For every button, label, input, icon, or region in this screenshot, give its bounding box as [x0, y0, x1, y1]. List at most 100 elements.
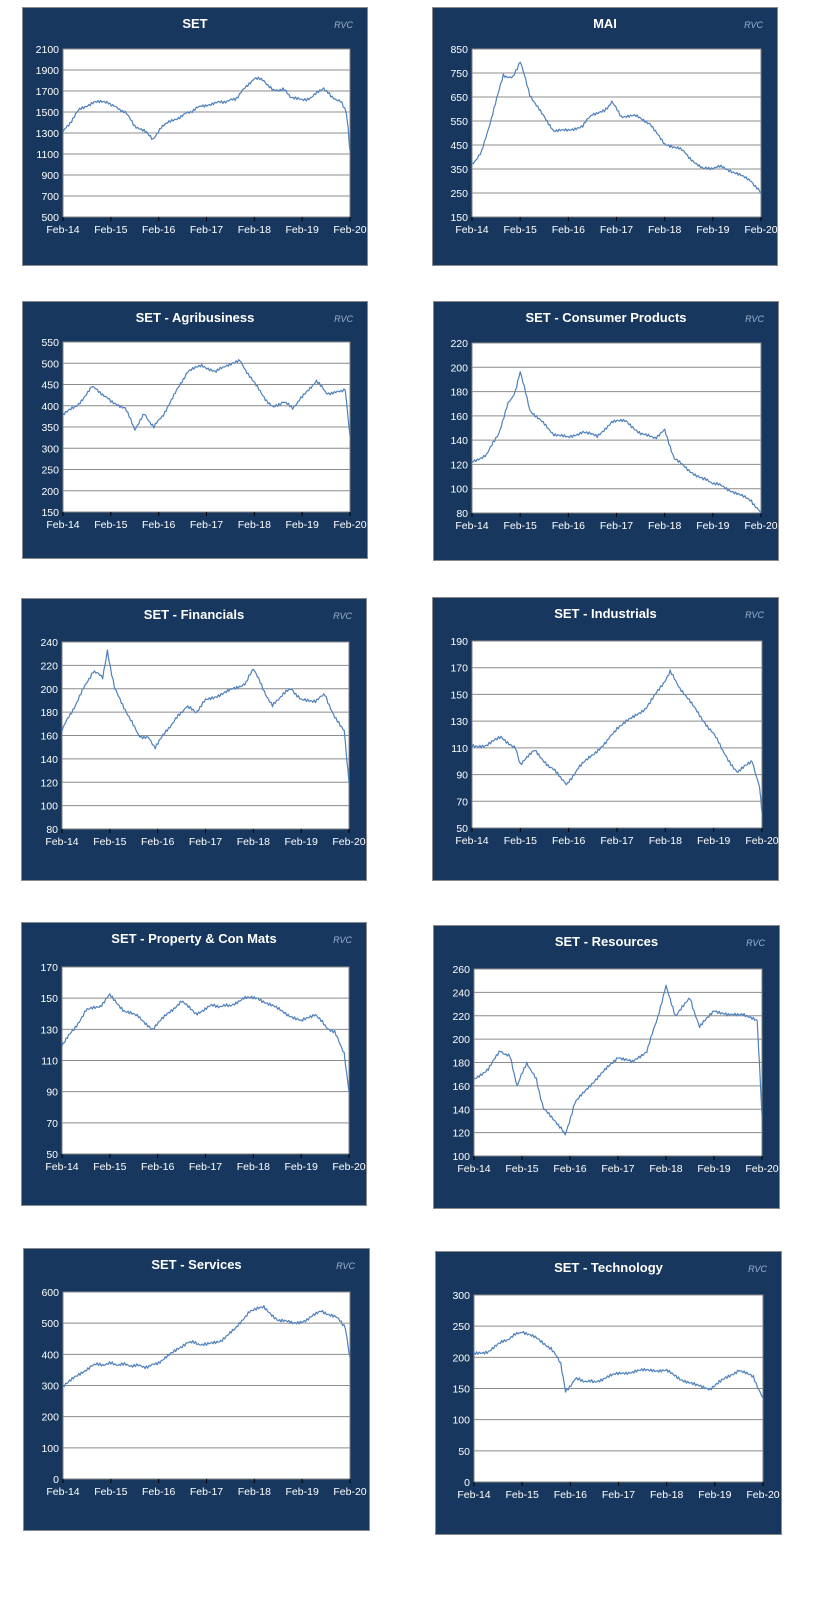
x-tick-label: Feb-15 [504, 224, 537, 236]
x-tick-label: Feb-15 [94, 1486, 127, 1498]
x-tick-label: Feb-18 [649, 835, 682, 847]
chart-svg: 150 250 350 450 550 650 750 850 Feb-14 Feb-15 Feb-… [450, 44, 777, 236]
x-tick-label: Feb-15 [504, 520, 537, 532]
x-tick-label: Feb-19 [286, 1486, 319, 1498]
chart-title: SET - Technology [554, 1260, 663, 1275]
x-tick-label: Feb-20 [746, 1489, 779, 1501]
y-tick-label: 180 [450, 387, 468, 399]
x-tick-label: Feb-18 [648, 520, 681, 532]
x-tick-label: Feb-20 [333, 1486, 366, 1498]
y-tick-label: 170 [40, 962, 58, 974]
x-tick-label: Feb-20 [745, 1163, 778, 1175]
x-tick-label: Feb-19 [286, 224, 319, 236]
x-tick-label: Feb-16 [142, 1486, 175, 1498]
y-tick-label: 200 [40, 684, 58, 696]
x-tick-label: Feb-19 [286, 519, 319, 531]
y-tick-label: 1100 [36, 149, 59, 161]
y-tick-label: 150 [452, 1384, 470, 1396]
x-tick-label: Feb-15 [94, 519, 127, 531]
y-tick-label: 400 [41, 1349, 59, 1361]
chart-source-tag: RVC [333, 935, 352, 945]
chart-title: SET [182, 16, 208, 31]
x-tick-label: Feb-14 [455, 224, 488, 236]
y-tick-label: 400 [41, 401, 59, 413]
x-tick-label: Feb-20 [332, 836, 365, 848]
chart-source-tag: RVC [334, 314, 353, 324]
series-line [471, 669, 763, 813]
x-tick-label: Feb-19 [698, 1489, 731, 1501]
x-tick-label: Feb-16 [553, 1163, 586, 1175]
y-tick-label: 120 [40, 777, 58, 789]
chart-panel-set-property-and-con-mats: SET - Property & Con Mats RVC 50 70 90 110 130… [21, 922, 367, 1206]
y-tick-label: 100 [41, 1443, 59, 1455]
y-tick-label: 130 [40, 1024, 58, 1036]
plot-area [471, 640, 763, 829]
y-tick-label: 50 [456, 823, 468, 835]
x-tick-label: Feb-20 [332, 1161, 365, 1173]
y-tick-label: 0 [464, 1477, 470, 1489]
y-tick-label: 500 [41, 1318, 59, 1330]
y-tick-label: 170 [450, 663, 468, 675]
x-tick-label: Feb-19 [697, 835, 730, 847]
y-tick-label: 250 [450, 188, 468, 200]
x-tick-label: Feb-20 [333, 519, 366, 531]
y-tick-label: 120 [452, 1128, 470, 1140]
chart-title: SET - Agribusiness [135, 310, 255, 325]
y-tick-label: 130 [450, 716, 468, 728]
x-tick-label: Feb-18 [237, 836, 270, 848]
y-tick-label: 300 [452, 1290, 470, 1302]
y-tick-label: 240 [452, 987, 470, 999]
y-tick-label: 300 [41, 443, 59, 455]
x-tick-label: Feb-17 [600, 520, 633, 532]
chart-source-tag: RVC [745, 610, 764, 620]
x-tick-label: Feb-20 [333, 224, 366, 236]
x-tick-label: Feb-16 [554, 1489, 587, 1501]
y-tick-label: 100 [452, 1415, 470, 1427]
y-tick-label: 200 [452, 1352, 470, 1364]
y-tick-label: 260 [452, 964, 470, 976]
y-tick-label: 80 [456, 508, 468, 520]
x-tick-label: Feb-16 [552, 835, 585, 847]
y-tick-label: 700 [41, 191, 59, 203]
y-tick-label: 650 [450, 92, 468, 104]
y-tick-label: 220 [450, 338, 468, 350]
x-tick-label: Feb-17 [190, 519, 223, 531]
y-tick-label: 150 [41, 507, 59, 519]
chart-source-tag: RVC [333, 611, 352, 621]
y-tick-label: 80 [46, 824, 58, 836]
x-tick-label: Feb-17 [602, 1489, 635, 1501]
y-tick-label: 120 [450, 459, 468, 471]
chart-title: SET - Resources [554, 934, 659, 949]
y-tick-label: 220 [452, 1011, 470, 1023]
x-tick-label: Feb-19 [285, 1161, 318, 1173]
chart-svg: 80 100 120 140 160 180 200 220 Feb-14 Feb-15 Feb-1… [450, 338, 777, 532]
y-tick-label: 100 [40, 801, 58, 813]
y-tick-label: 100 [450, 484, 468, 496]
y-tick-label: 500 [41, 212, 59, 224]
y-tick-label: 110 [41, 1056, 58, 1068]
x-tick-label: Feb-20 [745, 835, 778, 847]
chart-title: MAI [593, 16, 617, 31]
x-tick-label: Feb-19 [696, 520, 729, 532]
x-tick-label: Feb-16 [552, 224, 585, 236]
x-tick-label: Feb-14 [457, 1489, 490, 1501]
x-tick-label: Feb-20 [744, 224, 777, 236]
x-tick-label: Feb-16 [141, 1161, 174, 1173]
chart-panel-mai: MAI RVC 150 250 350 450 550 650 750 850 Feb-14 Feb-… [432, 7, 778, 266]
y-tick-label: 250 [452, 1321, 470, 1333]
y-tick-label: 220 [40, 660, 58, 672]
x-tick-label: Feb-15 [506, 1489, 539, 1501]
plot-area [471, 48, 762, 218]
series-line [62, 1305, 351, 1388]
y-tick-label: 70 [46, 1118, 58, 1130]
x-tick-label: Feb-16 [552, 520, 585, 532]
y-tick-label: 350 [41, 422, 59, 434]
y-tick-label: 140 [452, 1104, 470, 1116]
chart-title: SET - Services [151, 1257, 242, 1272]
y-tick-label: 0 [53, 1474, 59, 1486]
x-tick-label: Feb-14 [46, 224, 79, 236]
y-tick-label: 50 [46, 1149, 58, 1161]
x-tick-label: Feb-15 [93, 836, 126, 848]
series-line [62, 359, 351, 436]
chart-svg: 0 100 200 300 400 500 600 Feb-14 Feb-15 Feb-16 Feb… [41, 1287, 366, 1498]
